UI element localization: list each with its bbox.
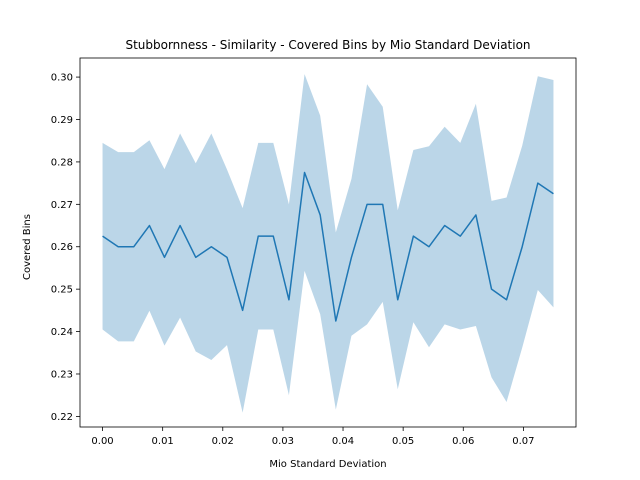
- x-tick-label: 0.01: [152, 436, 174, 447]
- y-tick-label: 0.30: [51, 73, 73, 84]
- x-tick-label: 0.06: [452, 436, 474, 447]
- series-line: [102, 171, 554, 322]
- y-tick-label: 0.29: [51, 115, 73, 126]
- y-tick-label: 0.27: [51, 200, 73, 211]
- y-tick-label: 0.24: [51, 327, 73, 338]
- x-tick-label: 0.04: [332, 436, 354, 447]
- chart-title: Stubbornness - Similarity - Covered Bins…: [125, 38, 530, 52]
- x-tick-label: 0.07: [512, 436, 534, 447]
- x-tick-label: 0.05: [392, 436, 414, 447]
- y-axis: 0.22 0.23 0.24 0.25 0.26 0.27 0.28 0.29 0.30: [51, 73, 80, 423]
- plot-area: [79, 57, 577, 428]
- y-tick-label: 0.25: [51, 285, 73, 296]
- y-tick-label: 0.23: [51, 369, 73, 380]
- y-tick-label: 0.22: [51, 412, 73, 423]
- axes-frame: [79, 57, 577, 428]
- y-axis-label: Covered Bins: [22, 214, 33, 280]
- x-axis: 0.00 0.01 0.02 0.03 0.04 0.05 0.06 0.07: [91, 427, 535, 447]
- x-tick-label: 0.03: [272, 436, 294, 447]
- x-tick-label: 0.02: [212, 436, 234, 447]
- y-tick-label: 0.28: [51, 157, 73, 168]
- x-axis-label: Mio Standard Deviation: [269, 459, 386, 470]
- y-tick-label: 0.26: [51, 242, 73, 253]
- confidence-band: [102, 74, 554, 413]
- x-tick-label: 0.00: [91, 436, 113, 447]
